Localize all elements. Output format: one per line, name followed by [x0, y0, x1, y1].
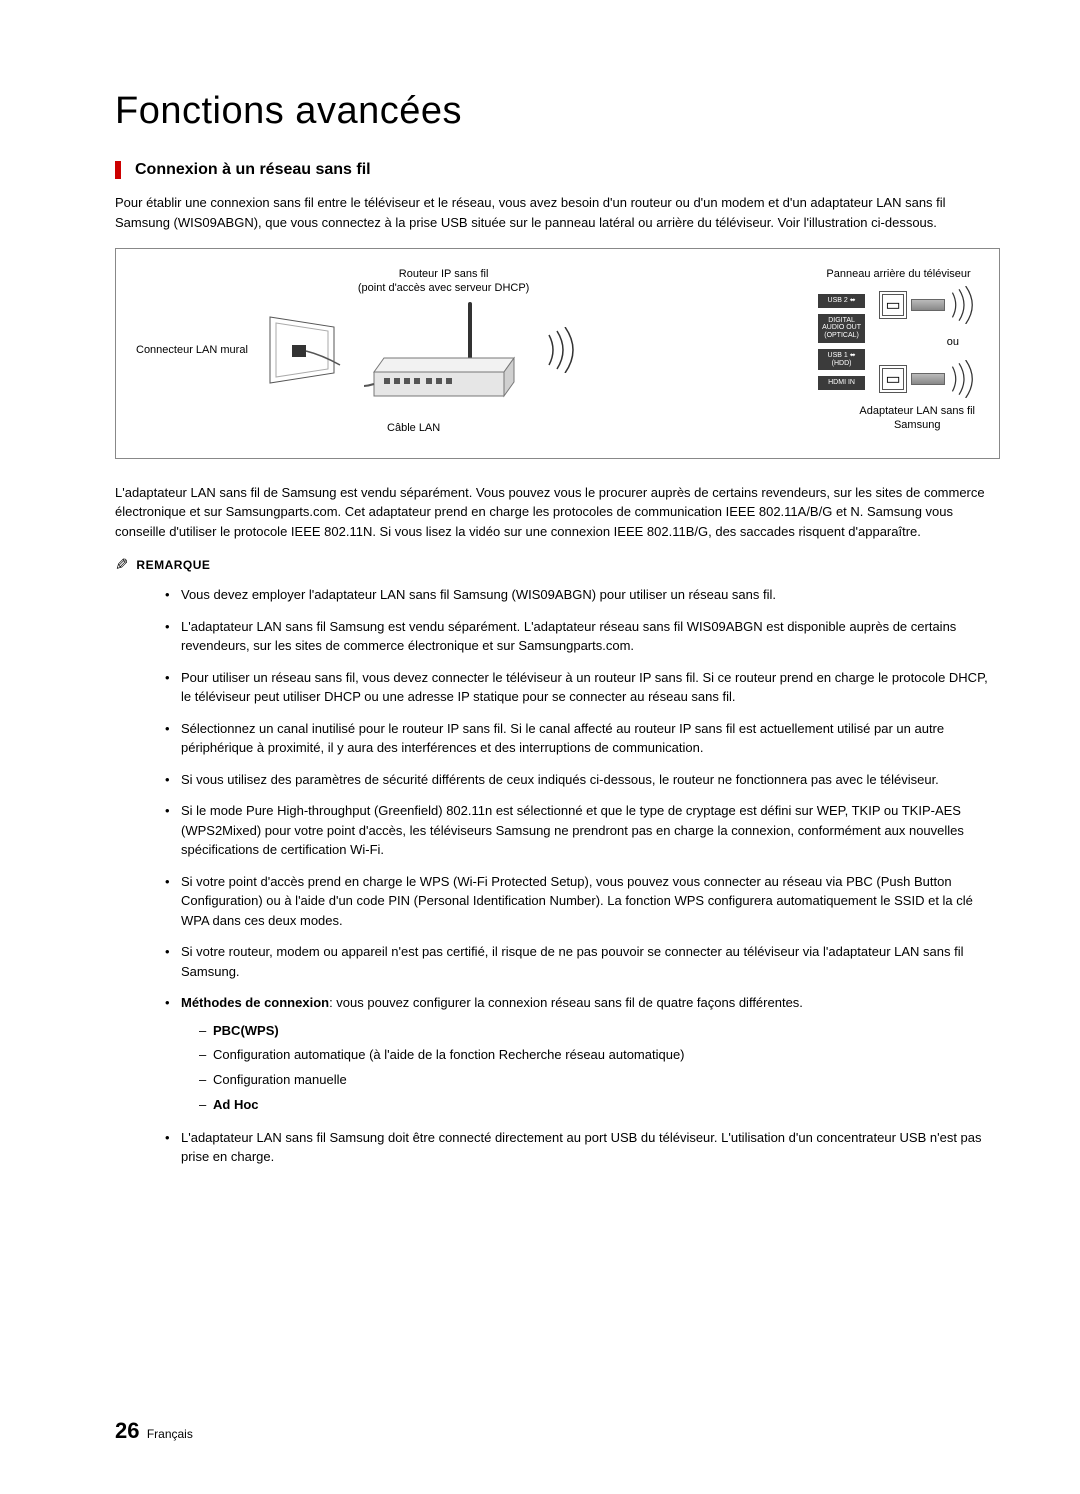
section-subhead: Connexion à un réseau sans fil [135, 161, 371, 179]
router-icon [364, 298, 524, 418]
after-diagram-paragraph: L'adaptateur LAN sans fil de Samsung est… [115, 483, 1000, 542]
router-label-1: Routeur IP sans fil [358, 267, 529, 281]
method-item: Ad Hoc [199, 1095, 1000, 1116]
cable-label: Câble LAN [387, 422, 440, 434]
diagram-right-group: Panneau arrière du téléviseur USB 2 ⬌ DI… [818, 268, 979, 433]
port-usb1-line2: (HDD) [832, 360, 852, 367]
radio-waves-icon [949, 360, 979, 398]
adapter-label-line2: Samsung [894, 419, 940, 431]
methods-lead-rest: : vous pouvez configurer la connexion ré… [329, 995, 803, 1010]
bullet-list: Vous devez employer l'adaptateur LAN san… [115, 585, 1000, 1167]
diagram-container: Connecteur LAN mural Routeur IP sans fil… [115, 248, 1000, 459]
page: Fonctions avancées Connexion à un réseau… [0, 0, 1080, 1494]
footer-language: Français [147, 1427, 193, 1441]
plug-socket-icon: ▭ [879, 365, 907, 393]
section-subhead-row: Connexion à un réseau sans fil [115, 161, 1000, 179]
accent-bar [115, 161, 121, 179]
wall-jack-icon [262, 315, 342, 385]
method-item: Configuration automatique (à l'aide de l… [199, 1045, 1000, 1066]
adapter-stick-icon [911, 299, 945, 311]
list-item: Si le mode Pure High-throughput (Greenfi… [165, 801, 1000, 860]
method-item-text: Ad Hoc [213, 1097, 259, 1112]
method-item-text: PBC(WPS) [213, 1023, 279, 1038]
port-usb2: USB 2 ⬌ [818, 294, 865, 308]
note-hand-icon: ✎ [115, 555, 128, 575]
radio-waves-icon [949, 286, 979, 324]
adapter-label: Adaptateur LAN sans fil Samsung [859, 404, 975, 433]
list-item: Si votre routeur, modem ou appareil n'es… [165, 942, 1000, 981]
intro-paragraph: Pour établir une connexion sans fil entr… [115, 193, 1000, 232]
diagram-inner: Connecteur LAN mural Routeur IP sans fil… [136, 267, 979, 434]
port-usb1: USB 1 ⬌ (HDD) [818, 349, 865, 370]
port-usb2-label: USB 2 [828, 297, 848, 304]
list-item: Si vous utilisez des paramètres de sécur… [165, 770, 1000, 790]
port-usb1-line1: USB 1 [828, 352, 848, 359]
list-item: Pour utiliser un réseau sans fil, vous d… [165, 668, 1000, 707]
diagram-left-group: Connecteur LAN mural Routeur IP sans fil… [136, 267, 581, 434]
adapter-plug-bottom: ▭ [879, 360, 979, 398]
adapter-plug-top: ▭ [879, 286, 979, 324]
adapter-label-line1: Adaptateur LAN sans fil [859, 405, 975, 417]
wall-jack-label: Connecteur LAN mural [136, 344, 248, 356]
adapter-stick-icon [911, 373, 945, 385]
router-group: Routeur IP sans fil (point d'accès avec … [358, 267, 529, 434]
note-heading: REMARQUE [136, 558, 210, 572]
adapter-plugs-column: ▭ ou ▭ [879, 286, 979, 398]
list-item: Vous devez employer l'adaptateur LAN san… [165, 585, 1000, 605]
router-label-2: (point d'accès avec serveur DHCP) [358, 281, 529, 295]
list-item-methods: Méthodes de connexion: vous pouvez confi… [165, 993, 1000, 1116]
ou-label: ou [947, 336, 959, 348]
router-labels: Routeur IP sans fil (point d'accès avec … [358, 267, 529, 296]
method-item: PBC(WPS) [199, 1021, 1000, 1042]
list-item: Sélectionnez un canal inutilisé pour le … [165, 719, 1000, 758]
methods-lead-bold: Méthodes de connexion [181, 995, 329, 1010]
port-digital-audio: DIGITAL AUDIO OUT (OPTICAL) [818, 314, 865, 343]
radio-waves-icon [545, 327, 581, 373]
port-digital-line2: AUDIO OUT [822, 324, 861, 332]
page-title: Fonctions avancées [115, 90, 1000, 133]
wall-jack-group: Connecteur LAN mural [136, 315, 342, 385]
page-number: 26 [115, 1418, 139, 1443]
note-heading-row: ✎ REMARQUE [115, 555, 1000, 575]
list-item: L'adaptateur LAN sans fil Samsung est ve… [165, 617, 1000, 656]
list-item: L'adaptateur LAN sans fil Samsung doit ê… [165, 1128, 1000, 1167]
port-hdmi: HDMI IN [818, 376, 865, 390]
method-item: Configuration manuelle [199, 1070, 1000, 1091]
tv-back-row: USB 2 ⬌ DIGITAL AUDIO OUT (OPTICAL) USB … [818, 286, 979, 398]
list-item: Si votre point d'accès prend en charge l… [165, 872, 1000, 931]
port-digital-line3: (OPTICAL) [822, 332, 861, 340]
page-footer: 26 Français [115, 1418, 193, 1444]
plug-socket-icon: ▭ [879, 291, 907, 319]
methods-sublist: PBC(WPS) Configuration automatique (à l'… [181, 1021, 1000, 1116]
tv-ports-column: USB 2 ⬌ DIGITAL AUDIO OUT (OPTICAL) USB … [818, 294, 865, 390]
port-digital-line1: DIGITAL [822, 317, 861, 325]
tv-back-label: Panneau arrière du téléviseur [826, 268, 970, 280]
